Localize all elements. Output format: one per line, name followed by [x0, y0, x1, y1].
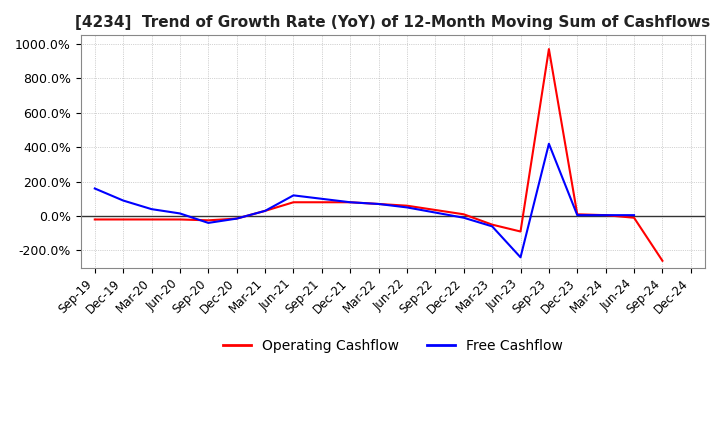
Legend: Operating Cashflow, Free Cashflow: Operating Cashflow, Free Cashflow	[217, 333, 568, 358]
Title: [4234]  Trend of Growth Rate (YoY) of 12-Month Moving Sum of Cashflows: [4234] Trend of Growth Rate (YoY) of 12-…	[75, 15, 711, 30]
